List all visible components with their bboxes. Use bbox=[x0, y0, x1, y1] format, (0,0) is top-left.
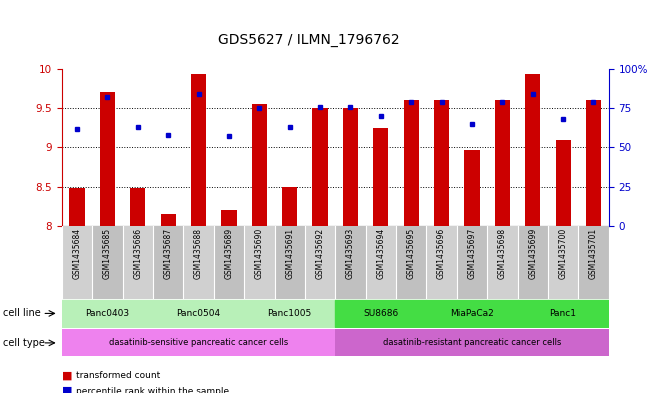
Bar bbox=[100, 92, 115, 226]
Text: GSM1435694: GSM1435694 bbox=[376, 228, 385, 279]
Text: GSM1435701: GSM1435701 bbox=[589, 228, 598, 279]
Bar bbox=[487, 226, 518, 299]
Bar bbox=[191, 74, 206, 226]
Bar bbox=[555, 140, 571, 226]
Bar bbox=[464, 150, 480, 226]
Bar bbox=[525, 74, 540, 226]
Text: GSM1435686: GSM1435686 bbox=[133, 228, 143, 279]
Bar bbox=[335, 329, 609, 356]
Bar bbox=[244, 300, 335, 327]
Bar bbox=[62, 329, 335, 356]
Text: dasatinib-sensitive pancreatic cancer cells: dasatinib-sensitive pancreatic cancer ce… bbox=[109, 338, 288, 347]
Text: GSM1435691: GSM1435691 bbox=[285, 228, 294, 279]
Bar bbox=[153, 300, 244, 327]
Bar bbox=[130, 188, 145, 226]
Bar bbox=[518, 300, 609, 327]
Bar bbox=[518, 226, 548, 299]
Bar bbox=[252, 104, 267, 226]
Bar bbox=[62, 300, 153, 327]
Bar bbox=[161, 214, 176, 226]
Bar bbox=[92, 226, 122, 299]
Text: GSM1435696: GSM1435696 bbox=[437, 228, 446, 279]
Text: GSM1435692: GSM1435692 bbox=[316, 228, 325, 279]
Bar bbox=[244, 226, 275, 299]
Text: GSM1435700: GSM1435700 bbox=[559, 228, 568, 279]
Bar bbox=[578, 226, 609, 299]
Bar bbox=[366, 226, 396, 299]
Text: GSM1435690: GSM1435690 bbox=[255, 228, 264, 279]
Bar bbox=[282, 187, 298, 226]
Text: GDS5627 / ILMN_1796762: GDS5627 / ILMN_1796762 bbox=[219, 33, 400, 47]
Bar bbox=[221, 210, 236, 226]
Bar bbox=[122, 226, 153, 299]
Text: GSM1435688: GSM1435688 bbox=[194, 228, 203, 279]
Bar bbox=[343, 108, 358, 226]
Bar bbox=[335, 226, 366, 299]
Text: GSM1435689: GSM1435689 bbox=[225, 228, 234, 279]
Bar bbox=[184, 226, 214, 299]
Text: GSM1435687: GSM1435687 bbox=[163, 228, 173, 279]
Bar bbox=[396, 226, 426, 299]
Bar bbox=[548, 226, 578, 299]
Text: GSM1435699: GSM1435699 bbox=[528, 228, 537, 279]
Bar bbox=[426, 300, 518, 327]
Text: GSM1435698: GSM1435698 bbox=[498, 228, 507, 279]
Text: MiaPaCa2: MiaPaCa2 bbox=[450, 309, 494, 318]
Text: GSM1435684: GSM1435684 bbox=[72, 228, 81, 279]
Text: Panc1005: Panc1005 bbox=[268, 309, 312, 318]
Text: Panc0403: Panc0403 bbox=[85, 309, 130, 318]
Bar bbox=[62, 226, 92, 299]
Text: ■: ■ bbox=[62, 370, 72, 380]
Text: Panc0504: Panc0504 bbox=[176, 309, 221, 318]
Text: Panc1: Panc1 bbox=[549, 309, 577, 318]
Bar bbox=[305, 226, 335, 299]
Text: percentile rank within the sample: percentile rank within the sample bbox=[76, 387, 229, 393]
Bar bbox=[335, 300, 426, 327]
Bar bbox=[457, 226, 487, 299]
Bar bbox=[404, 100, 419, 226]
Text: ■: ■ bbox=[62, 386, 72, 393]
Bar bbox=[586, 100, 601, 226]
Bar bbox=[275, 226, 305, 299]
Text: GSM1435685: GSM1435685 bbox=[103, 228, 112, 279]
Text: GSM1435697: GSM1435697 bbox=[467, 228, 477, 279]
Bar bbox=[70, 188, 85, 226]
Text: dasatinib-resistant pancreatic cancer cells: dasatinib-resistant pancreatic cancer ce… bbox=[383, 338, 561, 347]
Bar bbox=[153, 226, 184, 299]
Text: GSM1435693: GSM1435693 bbox=[346, 228, 355, 279]
Text: cell line: cell line bbox=[3, 309, 41, 318]
Bar bbox=[214, 226, 244, 299]
Text: cell type: cell type bbox=[3, 338, 45, 348]
Bar bbox=[312, 108, 327, 226]
Bar bbox=[426, 226, 457, 299]
Bar bbox=[495, 100, 510, 226]
Bar bbox=[434, 100, 449, 226]
Bar bbox=[373, 128, 389, 226]
Text: transformed count: transformed count bbox=[76, 371, 160, 380]
Text: SU8686: SU8686 bbox=[363, 309, 398, 318]
Text: GSM1435695: GSM1435695 bbox=[407, 228, 416, 279]
